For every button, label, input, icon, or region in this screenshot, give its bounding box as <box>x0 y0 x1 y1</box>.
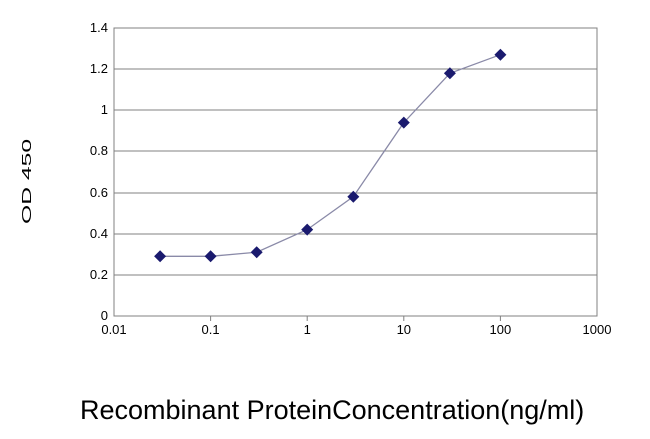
svg-text:0.6: 0.6 <box>90 185 108 200</box>
svg-text:1: 1 <box>101 102 108 117</box>
svg-text:0: 0 <box>101 308 108 323</box>
svg-text:1.4: 1.4 <box>90 20 108 35</box>
svg-text:0.1: 0.1 <box>202 322 220 337</box>
svg-text:1.2: 1.2 <box>90 61 108 76</box>
svg-text:10: 10 <box>397 322 411 337</box>
svg-text:100: 100 <box>490 322 512 337</box>
svg-text:0.4: 0.4 <box>90 226 108 241</box>
svg-text:0.8: 0.8 <box>90 143 108 158</box>
svg-text:0.01: 0.01 <box>101 322 126 337</box>
svg-text:1: 1 <box>304 322 311 337</box>
svg-text:0.2: 0.2 <box>90 267 108 282</box>
svg-text:1000: 1000 <box>583 322 612 337</box>
